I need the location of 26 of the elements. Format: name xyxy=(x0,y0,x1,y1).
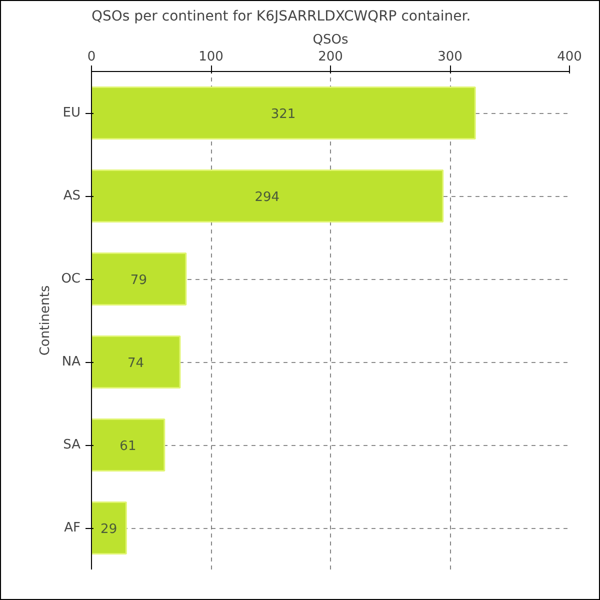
x-tick-label: 100 xyxy=(198,50,224,64)
y-tick-label: AS xyxy=(63,188,81,204)
x-tick-label: 300 xyxy=(438,50,462,64)
data-label: 321 xyxy=(270,107,296,122)
y-tick-label: NA xyxy=(62,354,81,370)
bar xyxy=(92,86,476,140)
data-label: 61 xyxy=(120,439,136,454)
data-label: 74 xyxy=(127,356,144,371)
bar xyxy=(92,418,166,472)
x-axis-title: QSOs xyxy=(312,32,348,48)
bar xyxy=(92,502,127,554)
y-tick-label: SA xyxy=(63,438,81,452)
data-label: 29 xyxy=(100,522,118,537)
y-tick-label: EU xyxy=(62,106,81,120)
x-tick-label: 0 xyxy=(87,50,96,64)
x-tick-label: 200 xyxy=(318,50,343,64)
x-tick-label: 400 xyxy=(557,50,582,64)
data-label: 79 xyxy=(130,273,147,288)
bar xyxy=(92,170,444,222)
y-tick-label: OC xyxy=(61,272,81,286)
data-label: 294 xyxy=(254,190,280,205)
bar xyxy=(92,252,187,306)
y-tick-label: AF xyxy=(64,520,81,536)
chart-title: QSOs per continent for K6JSARRLDXCWQRP container. xyxy=(92,8,471,24)
bar xyxy=(92,336,181,388)
y-axis-title: Continents xyxy=(38,285,54,356)
